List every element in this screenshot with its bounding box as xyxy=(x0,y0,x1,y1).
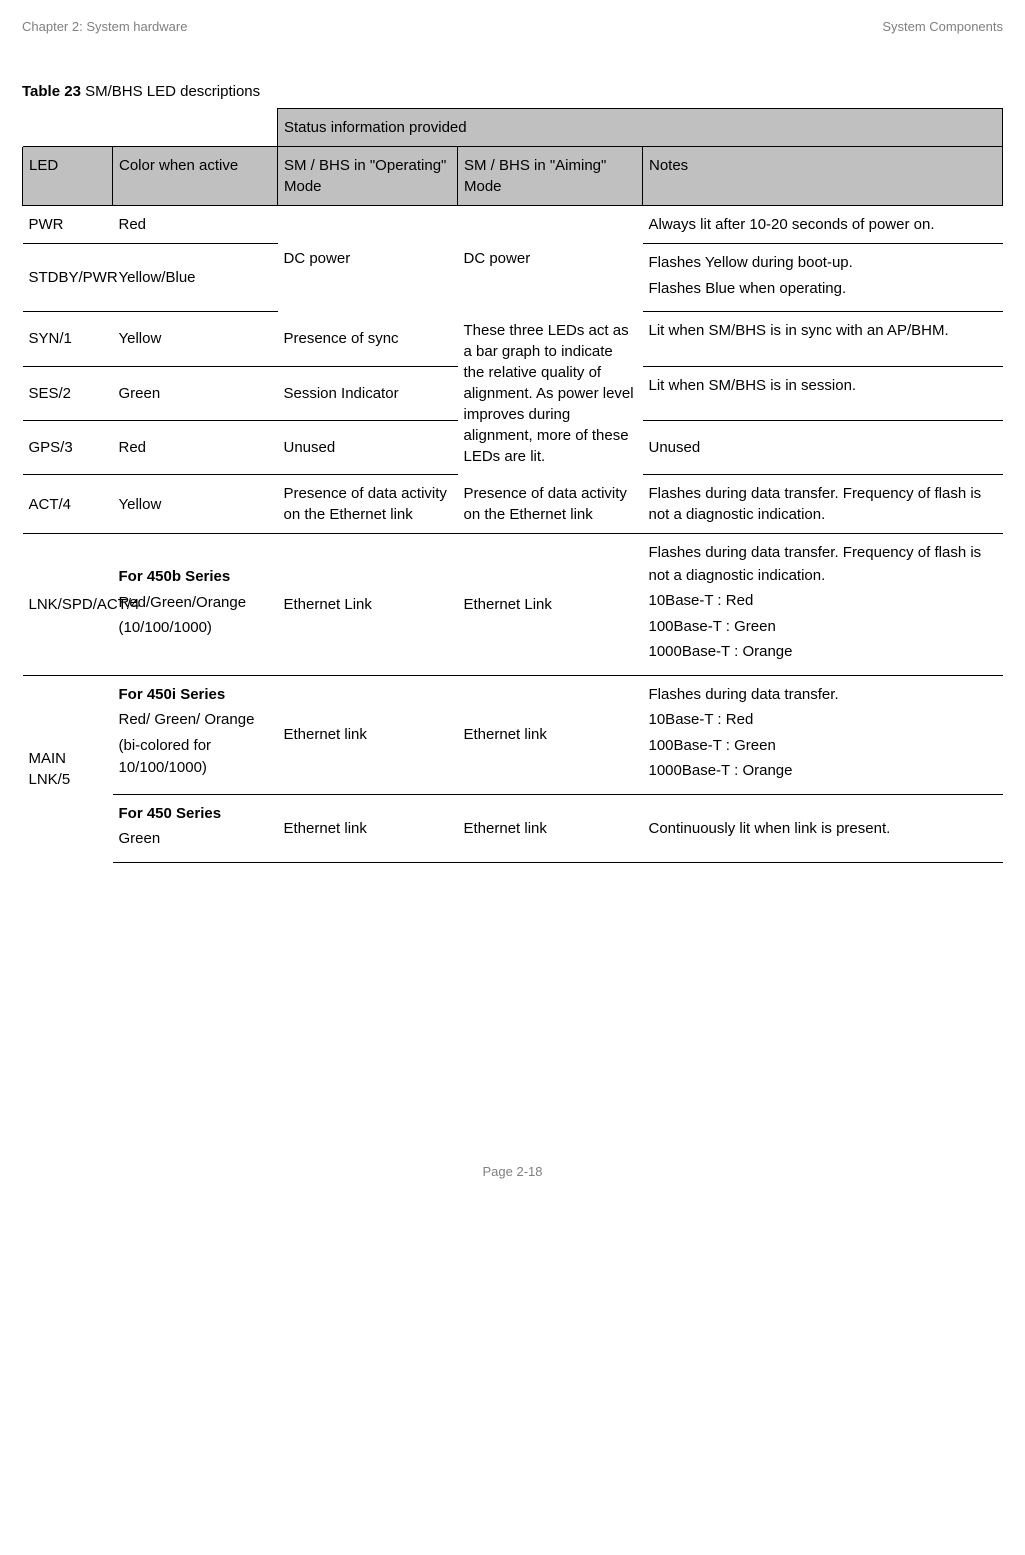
cell-color: Green xyxy=(113,366,278,420)
notes-line: Flashes Blue when operating. xyxy=(649,278,997,301)
cell-aiming: Ethernet Link xyxy=(458,534,643,676)
empty-header-cell xyxy=(23,109,278,147)
column-header-row: LED Color when active SM / BHS in "Opera… xyxy=(23,147,1003,206)
color-bold: For 450b Series xyxy=(119,566,272,589)
cell-aiming: Ethernet link xyxy=(458,794,643,862)
status-header-cell: Status information provided xyxy=(278,109,1003,147)
cell-operating: Presence of data activity on the Etherne… xyxy=(278,475,458,534)
page-header: Chapter 2: System hardware System Compon… xyxy=(22,18,1003,36)
notes-line: 1000Base-T : Orange xyxy=(649,641,997,664)
cell-operating: Presence of sync xyxy=(278,312,458,366)
notes-line: 1000Base-T : Orange xyxy=(649,760,997,783)
table-row-syn: SYN/1 Yellow Presence of sync These thre… xyxy=(23,312,1003,366)
cell-color: For 450b Series Red/Green/Orange (10/100… xyxy=(113,534,278,676)
table-row-lnkspd: LNK/SPD/ACT/4 For 450b Series Red/Green/… xyxy=(23,534,1003,676)
cell-led: MAIN LNK/5 xyxy=(23,675,113,862)
led-descriptions-table: Status information provided LED Color wh… xyxy=(22,108,1003,863)
cell-notes: Flashes during data transfer. 10Base-T :… xyxy=(643,675,1003,794)
cell-notes: Lit when SM/BHS is in session. xyxy=(643,366,1003,420)
cell-color: Red xyxy=(113,206,278,244)
cell-color: Yellow xyxy=(113,312,278,366)
cell-notes: Lit when SM/BHS is in sync with an AP/BH… xyxy=(643,312,1003,366)
col-header-led: LED xyxy=(23,147,113,206)
table-row-act: ACT/4 Yellow Presence of data activity o… xyxy=(23,475,1003,534)
cell-color: For 450i Series Red/ Green/ Orange (bi-c… xyxy=(113,675,278,794)
cell-operating: Ethernet link xyxy=(278,675,458,794)
cell-notes: Unused xyxy=(643,420,1003,474)
cell-aiming: Presence of data activity on the Etherne… xyxy=(458,475,643,534)
cell-led: ACT/4 xyxy=(23,475,113,534)
cell-led: GPS/3 xyxy=(23,420,113,474)
color-bold: For 450 Series xyxy=(119,803,272,826)
col-header-operating: SM / BHS in "Operating" Mode xyxy=(278,147,458,206)
cell-operating: Ethernet link xyxy=(278,794,458,862)
header-left: Chapter 2: System hardware xyxy=(22,18,187,36)
cell-led: STDBY/PWR xyxy=(23,244,113,312)
table-title: SM/BHS LED descriptions xyxy=(81,83,260,100)
cell-aiming: Ethernet link xyxy=(458,675,643,794)
notes-line: 10Base-T : Red xyxy=(649,590,997,613)
col-header-color: Color when active xyxy=(113,147,278,206)
col-header-aiming: SM / BHS in "Aiming" Mode xyxy=(458,147,643,206)
color-line: Green xyxy=(119,828,272,851)
cell-led: LNK/SPD/ACT/4 xyxy=(23,534,113,676)
status-header-row: Status information provided xyxy=(23,109,1003,147)
cell-notes: Continuously lit when link is present. xyxy=(643,794,1003,862)
color-line: (10/100/1000) xyxy=(119,617,272,640)
color-line: Red/ Green/ Orange xyxy=(119,709,272,732)
table-number: Table 23 xyxy=(22,83,81,100)
cell-led: SES/2 xyxy=(23,366,113,420)
table-row-main-a: MAIN LNK/5 For 450i Series Red/ Green/ O… xyxy=(23,675,1003,794)
table-caption: Table 23 SM/BHS LED descriptions xyxy=(22,81,1003,102)
page-number: Page 2-18 xyxy=(22,1163,1003,1181)
color-line: (bi-colored for 10/100/1000) xyxy=(119,735,272,780)
table-row-main-b: For 450 Series Green Ethernet link Ether… xyxy=(23,794,1003,862)
table-row-pwr: PWR Red DC power DC power Always lit aft… xyxy=(23,206,1003,244)
cell-notes: Flashes during data transfer. Frequency … xyxy=(643,534,1003,676)
cell-operating: Ethernet Link xyxy=(278,534,458,676)
notes-line: Flashes during data transfer. Frequency … xyxy=(649,542,997,587)
cell-operating-merged: DC power xyxy=(278,206,458,312)
cell-aiming-bargraph: These three LEDs act as a bar graph to i… xyxy=(458,312,643,475)
notes-line: Flashes during data transfer. xyxy=(649,684,997,707)
cell-operating: Session Indicator xyxy=(278,366,458,420)
cell-notes: Flashes Yellow during boot-up. Flashes B… xyxy=(643,244,1003,312)
cell-color: Red xyxy=(113,420,278,474)
col-header-notes: Notes xyxy=(643,147,1003,206)
cell-aiming-merged: DC power xyxy=(458,206,643,312)
cell-notes: Always lit after 10-20 seconds of power … xyxy=(643,206,1003,244)
color-bold: For 450i Series xyxy=(119,684,272,707)
notes-line: 100Base-T : Green xyxy=(649,616,997,639)
cell-color: Yellow xyxy=(113,475,278,534)
notes-line: 10Base-T : Red xyxy=(649,709,997,732)
cell-color: For 450 Series Green xyxy=(113,794,278,862)
color-line: Red/Green/Orange xyxy=(119,592,272,615)
notes-line: Flashes Yellow during boot-up. xyxy=(649,252,997,275)
cell-led: PWR xyxy=(23,206,113,244)
notes-line: 100Base-T : Green xyxy=(649,735,997,758)
cell-notes: Flashes during data transfer. Frequency … xyxy=(643,475,1003,534)
cell-led: SYN/1 xyxy=(23,312,113,366)
cell-color: Yellow/Blue xyxy=(113,244,278,312)
header-right: System Components xyxy=(882,18,1003,36)
cell-operating: Unused xyxy=(278,420,458,474)
